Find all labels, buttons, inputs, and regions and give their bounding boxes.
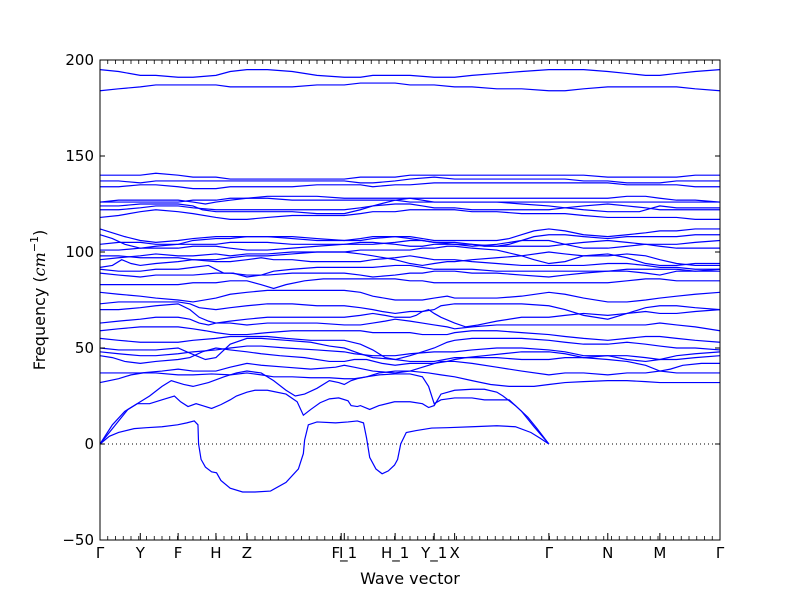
y-axis-label-text: Frequency ( [30,276,49,370]
y-tick-label: 200 [65,51,94,69]
phonon-band-3 [99,370,550,445]
phonon-band-16 [99,268,721,278]
x-tick-label: Γ [96,544,105,562]
x-tick-label: Y [135,544,146,562]
x-tick-label: F [174,544,183,562]
phonon-band-5 [100,360,720,376]
phonon-band-33 [99,82,721,92]
phonon-band-14 [99,289,721,303]
phonon-band-11 [99,316,721,332]
y-tick-label: 50 [75,339,94,357]
phonon-band-24 [99,228,720,244]
phonon-band-8 [99,337,721,363]
y-tick-label: 0 [84,435,94,453]
phonon-band-12 [100,303,721,328]
y-axis-label-exponent: −1 [28,236,41,252]
phonon-band-4 [99,370,720,387]
phonon-band-18 [99,255,720,270]
phonon-band-31 [100,176,720,184]
phonon-band-9 [99,335,721,361]
x-tick-label: F_1 [331,544,357,563]
phonon-band-32 [100,172,720,180]
phonon-band-17 [99,264,720,278]
phonon-band-27 [100,197,720,215]
x-tick-label: H_1 [381,544,409,563]
x-tick-label: M [653,544,666,562]
phonon-band-28 [100,197,720,203]
x-tick-label: X [449,544,459,562]
y-axis-label-unit: cm [30,252,49,276]
x-tick-label: Γ [545,544,554,562]
x-tick-label: I [339,544,343,562]
x-tick-label: H [210,544,221,562]
phonon-band-19 [99,251,720,267]
phonon-band-1 [99,420,550,493]
x-tick-label: Y_1 [420,544,447,563]
phonon-band-15 [100,278,720,290]
x-tick-label: Z [242,544,252,562]
bands-layer [99,69,721,493]
phonon-band-23 [99,234,720,249]
plot-frame [99,59,721,541]
phonon-band-6 [99,347,720,372]
y-axis-label-close: ) [30,230,49,236]
phonon-band-7 [99,345,721,363]
phonon-band-22 [99,239,721,247]
phonon-band-2 [99,388,550,445]
y-tick-label: −50 [62,531,94,549]
phonon-band-20 [100,245,720,267]
y-axis-label: Frequency (cm−1) [28,230,49,371]
phonon-band-13 [99,301,721,320]
x-tick-label: N [602,544,613,562]
phonon-band-21 [100,239,720,251]
phonon-band-25 [99,209,720,220]
x-axis-label: Wave vector [360,569,460,588]
x-ticks-layer: Γ Y F H Z IF_1 H_1 Y_1 X Γ N M Γ [96,60,725,563]
phonon-band-34 [99,69,721,78]
x-tick-label: Γ [716,544,725,562]
phonon-band-10 [99,326,721,343]
phonon-band-29 [99,195,721,205]
phonon-band-30 [100,182,720,190]
y-tick-label: 150 [65,147,94,165]
y-tick-label: 100 [65,243,94,261]
